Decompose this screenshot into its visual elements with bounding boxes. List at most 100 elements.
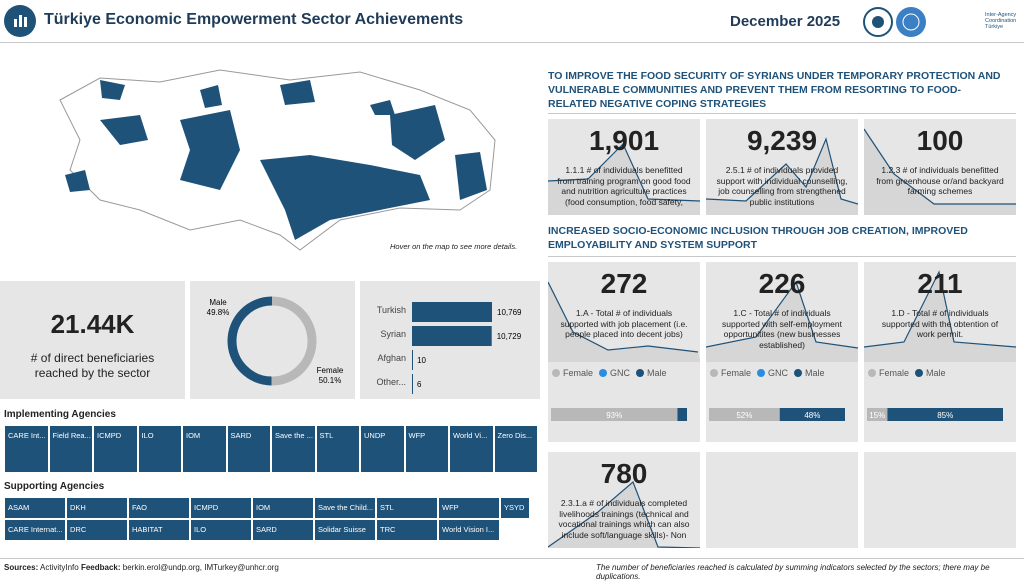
slice-label: Female xyxy=(317,366,344,375)
bar-value: 10,769 xyxy=(497,308,522,317)
kpi-value: 1,901 xyxy=(588,125,660,156)
bar-category: Afghan xyxy=(377,353,406,363)
kpi-card: 100 1.2.3 # of individuals benefitted fro… xyxy=(864,119,1016,215)
legend-swatch xyxy=(794,369,803,377)
agency-tile: Field Rea... xyxy=(48,425,93,473)
slice-label: Male xyxy=(209,298,227,307)
agency-tile: HABITAT xyxy=(128,519,190,541)
legend-label: Male xyxy=(805,368,825,378)
legend-swatch xyxy=(757,369,766,377)
legend-swatch xyxy=(599,369,608,377)
sparkline-area xyxy=(864,272,1016,362)
donut-slice xyxy=(227,296,273,386)
feedback-label: Feedback: xyxy=(80,563,121,572)
agency-tile: CARE Int... xyxy=(4,425,49,473)
legend: Female GNC Male xyxy=(710,368,825,378)
sources: ActivityInfo xyxy=(40,563,79,572)
legend-swatch xyxy=(710,369,718,377)
kpi-label: 1.1.1 # of individuals benefitted from t… xyxy=(557,165,691,209)
sparkline xyxy=(864,128,1016,215)
sparkline-line xyxy=(548,281,699,353)
agency-tile: ICMPD xyxy=(93,425,138,473)
legend-label: GNC xyxy=(768,368,789,378)
total-label: # of direct beneficiaries reached by the… xyxy=(30,351,155,380)
agency-tile: World Vision I... xyxy=(438,519,500,541)
legend-swatch xyxy=(915,369,924,377)
empty-card xyxy=(864,452,1016,548)
gender-bar: 15% 85% xyxy=(867,408,1003,421)
bar xyxy=(412,374,413,394)
agency-tile: Save the ... xyxy=(271,425,316,473)
sparkline-line xyxy=(706,137,858,205)
segment-label: 85% xyxy=(937,411,953,420)
implementing-list: CARE Int... Field Rea... ICMPD ILO IOM SARD Sa… xyxy=(4,425,538,473)
empty-card xyxy=(706,452,858,548)
legend-label: Female xyxy=(563,368,594,378)
header-divider xyxy=(0,42,1024,43)
agency-tile: World Vi... xyxy=(449,425,494,473)
segment-label: 93% xyxy=(606,411,622,420)
footer-divider xyxy=(0,558,1024,559)
sources-label: Sources: xyxy=(4,563,39,572)
segment-label: 15% xyxy=(869,411,885,420)
kpi-card: 9,239 2.5.1 # of individuals provided sup… xyxy=(706,119,858,215)
sparkline-line xyxy=(548,480,700,548)
donut-slice xyxy=(271,296,317,386)
feedback: berkin.erol@undp.org, IMTurkey@unhcr.org xyxy=(122,563,279,572)
slice-value: 50.1% xyxy=(319,376,342,385)
legend-item: Male xyxy=(794,368,825,378)
agency-tile: STL xyxy=(315,425,360,473)
kpi-card: 1,901 1.1.1 # of individuals benefitted f… xyxy=(548,119,700,215)
bar-segment xyxy=(887,408,1003,421)
implementing-title: Implementing Agencies xyxy=(4,409,116,420)
kpi-label: 1.2.3 # of individuals benefitted from g… xyxy=(876,165,1004,196)
agency-tile: Solidar Suisse xyxy=(314,519,376,541)
legend: Female Male xyxy=(868,368,946,378)
agency-tile: SARD xyxy=(252,519,314,541)
legend-label: GNC xyxy=(610,368,631,378)
sparkline-area xyxy=(706,282,858,362)
bar xyxy=(412,350,413,370)
coordination-logo-text: Inter-Agency Coordination Türkiye xyxy=(985,12,1017,30)
kpi-label: 1.C - Total # of individuals supported w… xyxy=(721,308,842,350)
agency-tile: ICMPD xyxy=(190,497,252,519)
supporting-title: Supporting Agencies xyxy=(4,481,105,492)
gender-bar: 52% 48% xyxy=(709,408,845,421)
bar-segment xyxy=(709,408,780,421)
legend-swatch xyxy=(636,369,645,377)
bar-segment xyxy=(867,408,888,421)
agency-tile: STL xyxy=(376,497,438,519)
agency-tile: WFP xyxy=(438,497,500,519)
agency-tile: ASAM xyxy=(4,497,66,519)
sparkline xyxy=(548,142,700,215)
total-card: 21.44K # of direct beneficiaries reached… xyxy=(0,281,185,399)
slice-value: 49.8% xyxy=(207,308,230,317)
bar-segment xyxy=(779,408,845,421)
agency-tile: ILO xyxy=(190,519,252,541)
kpi-value: 272 xyxy=(600,268,648,299)
section-divider xyxy=(548,113,1016,114)
agency-tile: ILO xyxy=(137,425,182,473)
segment-label: 52% xyxy=(736,411,752,420)
agency-tile: CARE Internat... xyxy=(4,519,66,541)
map[interactable] xyxy=(40,60,510,260)
sparkline xyxy=(548,480,700,548)
supporting-list: ASAM DKH FAO ICMPD IOM Save the Child... STL WF… xyxy=(4,497,538,541)
legend-label: Male xyxy=(647,368,667,378)
logo xyxy=(4,5,36,37)
legend-label: Male xyxy=(926,368,946,378)
kpi-label: 1.A - Total # of individuals supported w… xyxy=(560,308,688,339)
sparkline xyxy=(864,270,1016,362)
map-note: Hover on the map to see more details. xyxy=(390,242,518,251)
footer-sources: Sources: ActivityInfo Feedback: berkin.e… xyxy=(4,563,279,572)
legend-label: Female xyxy=(879,368,910,378)
legend-item: Male xyxy=(636,368,667,378)
bar xyxy=(412,326,492,346)
sparkline-line xyxy=(548,142,700,202)
sparkline-line xyxy=(706,280,858,349)
nationality-card: Turkish 10,769 Syrian 10,729 Afghan 10 Other..… xyxy=(360,281,540,399)
kpi-value: 226 xyxy=(758,268,806,299)
section-title: TO IMPROVE THE FOOD SECURITY OF SYRIANS … xyxy=(548,70,1001,110)
